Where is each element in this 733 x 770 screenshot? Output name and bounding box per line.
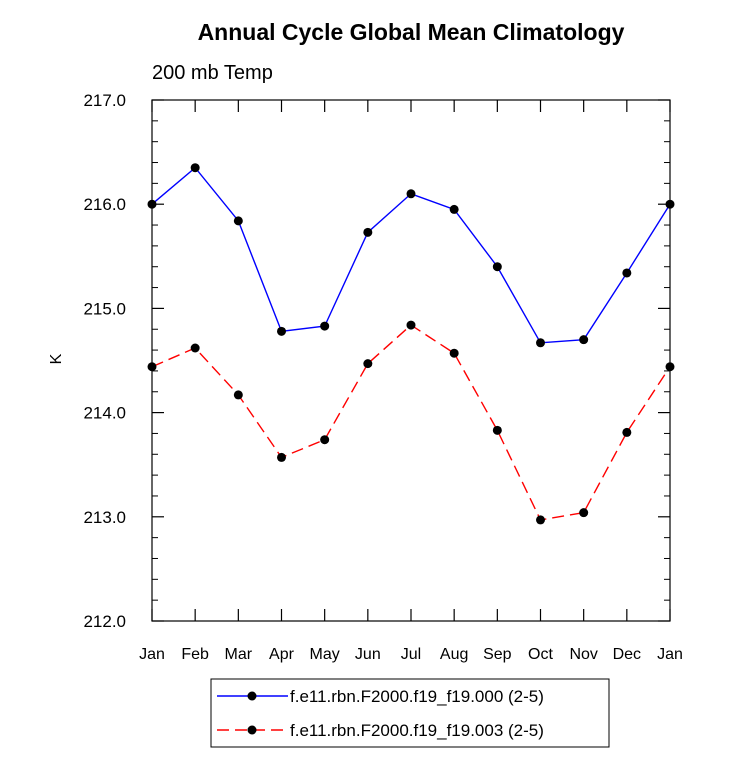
y-tick-label: 214.0: [83, 404, 126, 423]
y-axis-label: K: [48, 353, 65, 364]
data-point: [536, 338, 545, 348]
minor-ticks: [152, 120, 670, 601]
x-tick-label: Jan: [139, 646, 165, 663]
data-point: [449, 348, 459, 358]
data-point: [190, 163, 200, 173]
data-point: [406, 189, 416, 199]
x-tick-label: Aug: [440, 646, 468, 663]
data-point: [363, 227, 373, 237]
data-point: [536, 515, 545, 525]
x-tick-label: May: [310, 646, 340, 663]
data-point: [233, 390, 243, 400]
x-tick-label: Dec: [613, 646, 641, 663]
series-0: [147, 163, 675, 348]
legend-label: f.e11.rbn.F2000.f19_f19.003 (2-5): [290, 721, 544, 740]
data-point: [579, 335, 589, 345]
data-point: [277, 452, 286, 462]
y-tick-label: 212.0: [83, 612, 126, 631]
data-point: [665, 362, 675, 372]
legend: f.e11.rbn.F2000.f19_f19.000 (2-5) f.e11.…: [210, 678, 610, 748]
x-tick-label: Jun: [355, 646, 381, 663]
legend-marker: [247, 725, 257, 735]
data-point: [665, 199, 675, 209]
data-point: [363, 359, 373, 369]
series-line: [151, 324, 671, 521]
chart-title: Annual Cycle Global Mean Climatology: [198, 19, 625, 45]
data-point: [492, 262, 502, 272]
data-point: [579, 508, 589, 518]
legend-marker: [247, 691, 257, 701]
data-point: [190, 343, 200, 353]
series-layer: [147, 163, 675, 525]
x-tick-label: Feb: [181, 646, 209, 663]
data-point: [406, 320, 416, 330]
x-tick-label: Jul: [401, 646, 421, 663]
data-point: [147, 362, 157, 372]
data-point: [147, 199, 157, 209]
plot-frame: [151, 99, 671, 622]
data-point: [449, 204, 459, 214]
x-tick-label: Mar: [225, 646, 253, 663]
x-tick-label: Oct: [528, 646, 553, 663]
major-ticks: [151, 99, 671, 622]
y-tick-label: 217.0: [83, 91, 126, 110]
legend-label: f.e11.rbn.F2000.f19_f19.000 (2-5): [290, 687, 544, 706]
x-tick-label: Jan: [657, 646, 683, 663]
data-point: [492, 425, 502, 435]
x-tick-label: Nov: [569, 646, 597, 663]
data-point: [277, 326, 286, 336]
x-tick-label: Apr: [269, 646, 295, 663]
data-point: [320, 321, 330, 331]
data-point: [622, 427, 632, 437]
legend-entry-series-1: f.e11.rbn.F2000.f19_f19.003 (2-5): [217, 721, 544, 740]
x-tick-label: Sep: [483, 646, 512, 663]
x-tick-labels: Jan Feb Mar Apr May Jun Jul Aug Sep Oct Nov Dec Jan: [139, 646, 683, 663]
y-tick-label: 213.0: [83, 508, 126, 527]
data-point: [320, 435, 330, 445]
legend-entry-series-0: f.e11.rbn.F2000.f19_f19.000 (2-5): [217, 687, 544, 706]
y-tick-labels: 212.0 213.0 214.0 215.0 216.0 217.0: [83, 91, 126, 631]
data-point: [622, 268, 632, 278]
y-tick-label: 215.0: [83, 299, 126, 318]
data-point: [233, 216, 243, 226]
series-1: [147, 320, 675, 525]
chart-subtitle: 200 mb Temp: [152, 62, 273, 84]
y-tick-label: 216.0: [83, 195, 126, 214]
legend-box: [210, 678, 610, 748]
